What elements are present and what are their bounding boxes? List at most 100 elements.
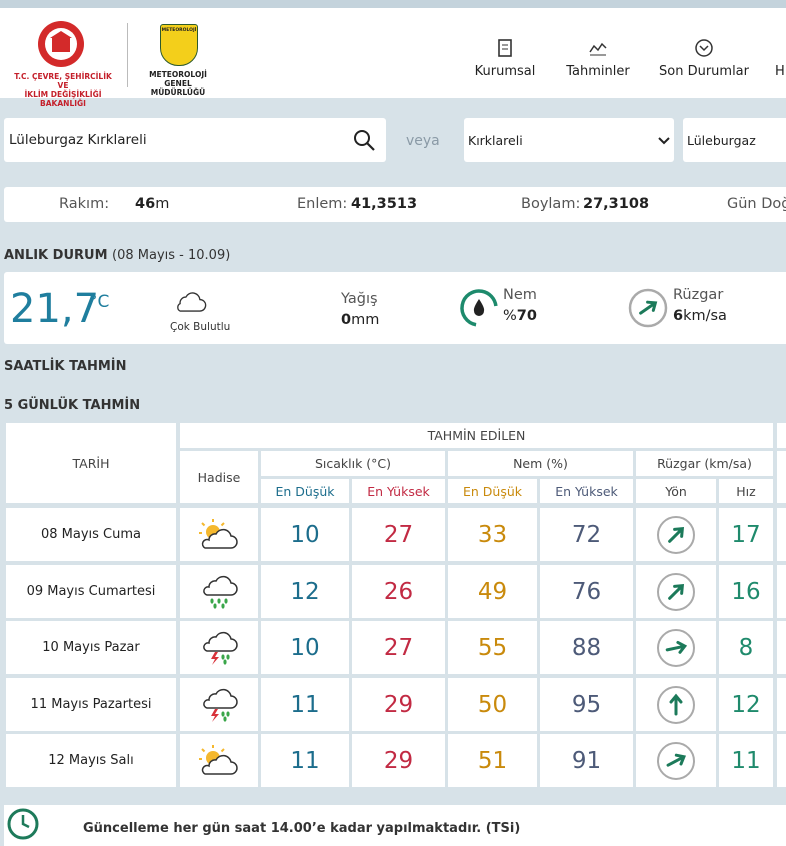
header-cell bbox=[777, 451, 786, 503]
subheader-cell: En Düşük bbox=[448, 479, 537, 503]
search-icon[interactable] bbox=[352, 128, 376, 152]
temp-min: 11 bbox=[261, 678, 349, 731]
forecast-title: 5 GÜNLÜK TAHMİN bbox=[4, 398, 141, 413]
wind-speed: 16 bbox=[719, 565, 773, 618]
select-text: Lüleburgaz bbox=[687, 133, 756, 148]
humidity-min: 33 bbox=[448, 508, 537, 561]
wind-speed: 17 bbox=[719, 508, 773, 561]
humidity-max: 91 bbox=[540, 734, 633, 787]
subheader-cell: Yön bbox=[636, 479, 716, 503]
current-time: (08 Mayıs - 10.09) bbox=[112, 248, 231, 263]
current-box: 21,7 °C Çok Bulutlu Yağış 0mm Nem %70 Rü… bbox=[4, 272, 786, 344]
temp-max: 27 bbox=[352, 621, 445, 674]
altitude-label: Rakım: bbox=[59, 196, 110, 212]
current-temperature: 21,7 bbox=[10, 286, 100, 332]
or-text: veya bbox=[406, 133, 440, 149]
humidity-max: 95 bbox=[540, 678, 633, 731]
wind-dir-icon bbox=[657, 741, 695, 780]
humidity-icon bbox=[460, 289, 498, 327]
wind-dir-icon bbox=[657, 572, 695, 611]
date: 10 Mayıs Pazar bbox=[6, 621, 176, 674]
temp-max: 29 bbox=[352, 734, 445, 787]
wind-dir-cell bbox=[636, 508, 716, 561]
humidity-min: 50 bbox=[448, 678, 537, 731]
cut-cell bbox=[777, 734, 786, 787]
header-cell: Sıcaklık (°C) bbox=[261, 451, 445, 476]
event-cell bbox=[180, 508, 258, 561]
current-title: ANLIK DURUM bbox=[4, 248, 108, 263]
event-icon bbox=[197, 631, 241, 665]
footer-note: Güncelleme her gün saat 14.00’e kadar ya… bbox=[83, 821, 521, 836]
rain-value: 0 bbox=[341, 312, 352, 328]
wind-unit: km/sa bbox=[683, 308, 727, 324]
humidity-min: 51 bbox=[448, 734, 537, 787]
nav-item[interactable]: Tahminler bbox=[560, 38, 636, 79]
nav-item[interactable]: H bbox=[775, 64, 786, 79]
wind-dir-cell bbox=[636, 734, 716, 787]
date: 09 Mayıs Cumartesi bbox=[6, 565, 176, 618]
rain-unit: mm bbox=[351, 312, 380, 328]
wind-dir-icon bbox=[657, 685, 695, 724]
cut-cell bbox=[777, 621, 786, 674]
temp-min: 11 bbox=[261, 734, 349, 787]
search-input[interactable]: Lüleburgaz Kırklareli bbox=[4, 118, 386, 162]
subheader-cell: En Yüksek bbox=[540, 479, 633, 503]
nav-item[interactable]: Kurumsal bbox=[470, 38, 540, 79]
humidity-label: Nem bbox=[503, 287, 537, 303]
temp-min: 10 bbox=[261, 508, 349, 561]
cut-cell bbox=[777, 565, 786, 618]
forecast-row: 08 Mayıs Cuma 10 27 33 72 17 bbox=[0, 508, 786, 561]
select-text: Kırklareli bbox=[468, 133, 523, 148]
select-arrow bbox=[658, 137, 670, 145]
nav-label: Tahminler bbox=[566, 64, 630, 79]
temp-max: 27 bbox=[352, 508, 445, 561]
longitude-value: 27,3108 bbox=[583, 196, 650, 212]
humidity-min: 49 bbox=[448, 565, 537, 618]
forecast-row: 11 Mayıs Pazartesi 11 29 50 95 12 bbox=[0, 678, 786, 731]
header: T.C. ÇEVRE, ŞEHİRCİLİK VE İKLİM DEĞİŞİKL… bbox=[0, 8, 786, 108]
event-icon bbox=[197, 688, 241, 722]
nav-item[interactable]: Son Durumlar bbox=[654, 38, 754, 79]
agency-line: GENEL MÜDÜRLÜĞÜ bbox=[150, 79, 206, 97]
wind-value: 6 bbox=[673, 308, 684, 324]
rain-label: Yağış bbox=[341, 291, 378, 307]
subheader-cell: Hız bbox=[719, 479, 773, 503]
wind: 6km/sa bbox=[673, 308, 727, 324]
cut-cell bbox=[777, 678, 786, 731]
altitude-unit: m bbox=[155, 196, 170, 212]
nav-label: Son Durumlar bbox=[659, 64, 749, 79]
humidity-prefix: % bbox=[503, 308, 517, 324]
header-cell bbox=[777, 423, 786, 448]
wind-dir-cell bbox=[636, 621, 716, 674]
humidity: %70 bbox=[503, 308, 537, 324]
wind-label: Rüzgar bbox=[673, 287, 724, 303]
sunrise-label: Gün Doğ bbox=[727, 196, 786, 212]
event-icon bbox=[197, 744, 241, 778]
humidity-max: 76 bbox=[540, 565, 633, 618]
date: 12 Mayıs Salı bbox=[6, 734, 176, 787]
condition-icon bbox=[171, 288, 209, 316]
humidity-min: 55 bbox=[448, 621, 537, 674]
province-select[interactable]: Kırklareli bbox=[464, 118, 674, 162]
temp-max: 26 bbox=[352, 565, 445, 618]
wind-dir-cell bbox=[636, 565, 716, 618]
event-cell bbox=[180, 678, 258, 731]
district-select[interactable]: Lüleburgaz bbox=[683, 118, 786, 162]
subheader-cell: En Düşük bbox=[261, 479, 349, 503]
altitude-value: 46 bbox=[135, 196, 156, 212]
wind-speed: 11 bbox=[719, 734, 773, 787]
ministry-line: T.C. ÇEVRE, ŞEHİRCİLİK VE bbox=[14, 72, 112, 90]
temp-min: 10 bbox=[261, 621, 349, 674]
latitude-label: Enlem: bbox=[297, 196, 348, 212]
altitude: 46m bbox=[135, 196, 169, 212]
temperature-unit: °C bbox=[89, 292, 110, 312]
header-cell: Rüzgar (km/sa) bbox=[636, 451, 773, 476]
ministry-name: T.C. ÇEVRE, ŞEHİRCİLİK VE İKLİM DEĞİŞİKL… bbox=[8, 72, 118, 108]
ministry-line: İKLİM DEĞİŞİKLİĞİ BAKANLIĞI bbox=[24, 90, 102, 108]
humidity-max: 72 bbox=[540, 508, 633, 561]
humidity-value: 70 bbox=[516, 308, 537, 324]
humidity-max: 88 bbox=[540, 621, 633, 674]
wind-icon bbox=[628, 288, 668, 328]
event-cell bbox=[180, 734, 258, 787]
